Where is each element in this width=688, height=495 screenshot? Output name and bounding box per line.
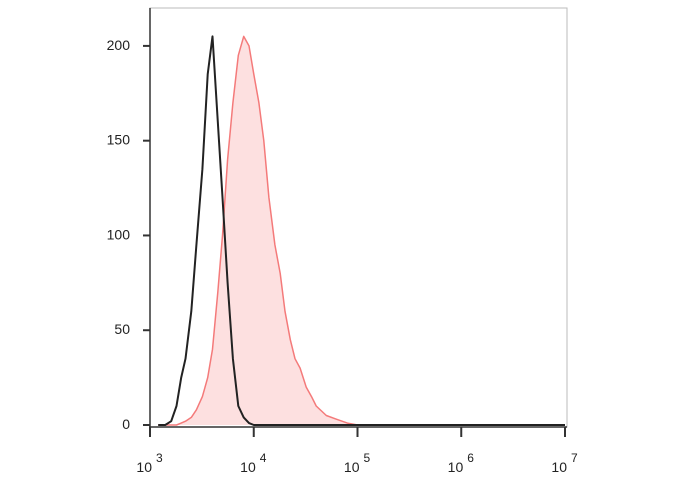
y-tick-label: 100 xyxy=(107,226,131,242)
plot-area xyxy=(158,35,565,426)
y-tick-label: 200 xyxy=(107,37,131,53)
x-tick-label: 10 xyxy=(240,459,256,475)
series-area xyxy=(158,36,565,426)
x-tick-exponent: 3 xyxy=(156,451,163,465)
x-tick-label: 10 xyxy=(448,459,464,475)
y-tick-label: 0 xyxy=(122,416,130,432)
x-tick-exponent: 7 xyxy=(571,451,578,465)
y-tick-label: 150 xyxy=(107,132,131,148)
series-line xyxy=(158,35,565,426)
x-tick-exponent: 6 xyxy=(467,451,474,465)
x-tick-exponent: 4 xyxy=(260,451,267,465)
x-tick-label: 10 xyxy=(551,459,567,475)
x-tick-exponent: 5 xyxy=(364,451,371,465)
y-tick-label: 50 xyxy=(114,321,130,337)
series-line xyxy=(158,35,565,426)
x-tick-label: 10 xyxy=(344,459,360,475)
x-tick-label: 10 xyxy=(136,459,152,475)
